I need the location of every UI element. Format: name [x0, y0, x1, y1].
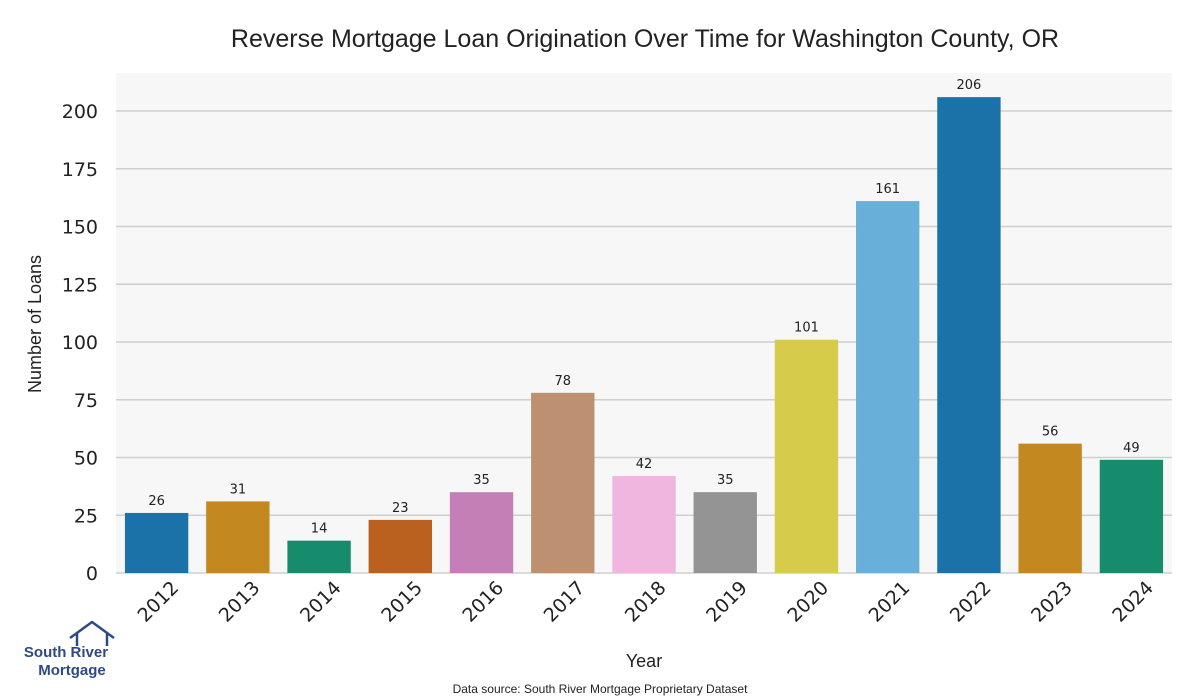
y-tick-label: 175	[62, 159, 98, 181]
x-tick-label: 2016	[458, 577, 508, 627]
bar-2022	[937, 97, 1001, 573]
x-tick-label: 2013	[215, 577, 265, 627]
x-tick-label: 2019	[702, 577, 752, 627]
bar-value-label: 49	[1123, 441, 1140, 456]
bar-2016	[449, 492, 514, 573]
bar-value-label: 31	[230, 482, 247, 497]
bar-2024	[1099, 459, 1164, 573]
house-icon	[69, 620, 115, 646]
y-axis-ticks: 0 25 50 75 100 125 150 175 200	[62, 101, 98, 585]
bar-2014	[287, 540, 351, 573]
bar-value-labels: 26 31 14 23 35 78 42 35 101 161 206 56 49	[148, 78, 1139, 537]
x-tick-label: 2012	[133, 577, 183, 627]
data-source-note: Data source: South River Mortgage Propri…	[453, 682, 748, 696]
y-tick-label: 75	[74, 390, 98, 412]
logo-line-2: Mortgage	[38, 662, 106, 679]
bar-2013	[206, 501, 270, 573]
x-tick-label: 2024	[1108, 577, 1158, 627]
bars	[124, 97, 1164, 573]
bar-value-label: 35	[717, 473, 734, 488]
bar-2020	[774, 339, 839, 573]
x-tick-label: 2017	[540, 577, 590, 627]
bar-value-label: 101	[794, 321, 819, 336]
y-tick-label: 150	[62, 217, 98, 239]
y-tick-label: 125	[62, 274, 98, 296]
bar-value-label: 78	[554, 374, 571, 389]
bar-2012	[124, 512, 189, 573]
bar-2021	[856, 201, 920, 573]
x-tick-label: 2014	[296, 577, 346, 627]
x-tick-label: 2023	[1027, 577, 1077, 627]
x-axis-label: Year	[626, 651, 662, 671]
y-tick-label: 0	[86, 563, 98, 585]
bar-value-label: 206	[957, 78, 982, 93]
x-tick-label: 2015	[377, 577, 427, 627]
x-tick-label: 2020	[783, 577, 833, 627]
y-tick-label: 100	[62, 332, 98, 354]
bar-2023	[1018, 443, 1082, 573]
logo-line-1: South River	[24, 644, 108, 661]
bar-2015	[368, 519, 432, 573]
y-tick-label: 200	[62, 101, 98, 123]
x-tick-label: 2018	[621, 577, 671, 627]
y-axis-label: Number of Loans	[25, 255, 45, 393]
chart-title: Reverse Mortgage Loan Origination Over T…	[231, 25, 1059, 53]
bar-value-label: 26	[148, 494, 165, 509]
bar-value-label: 56	[1042, 425, 1059, 440]
y-tick-label: 25	[74, 505, 98, 527]
logo: South River Mortgage	[24, 620, 115, 679]
x-tick-label: 2022	[946, 577, 996, 627]
bar-2017	[531, 392, 595, 573]
bar-2019	[693, 492, 757, 573]
bar-value-label: 23	[392, 501, 409, 516]
bar-2018	[612, 475, 676, 573]
x-axis-ticks: 2012 2013 2014 2015 2016 2017 2018 2019 2020 2021…	[133, 577, 1158, 627]
bar-value-label: 14	[311, 522, 328, 537]
bar-value-label: 35	[473, 473, 490, 488]
y-tick-label: 50	[74, 448, 98, 470]
x-tick-label: 2021	[865, 577, 915, 627]
bar-value-label: 161	[875, 182, 900, 197]
bar-value-label: 42	[636, 457, 653, 472]
